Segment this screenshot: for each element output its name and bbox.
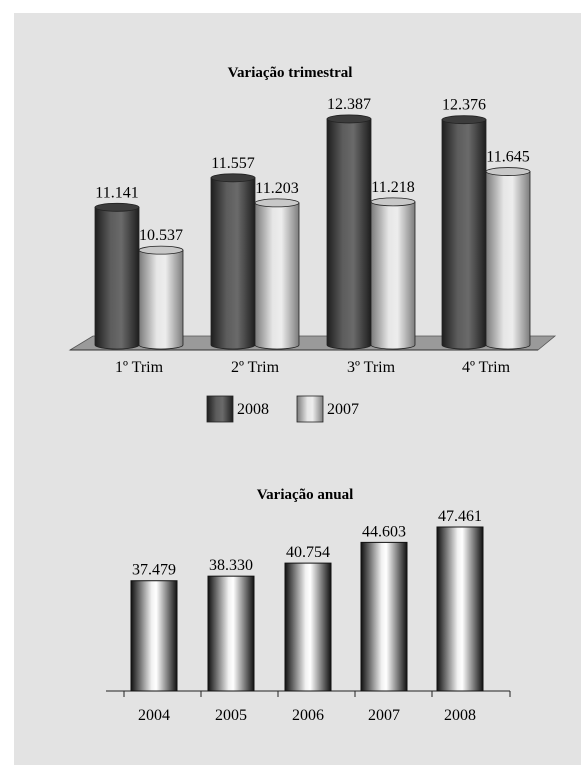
chart1-bars — [94, 114, 531, 350]
chart1-bar-body — [485, 171, 531, 350]
chart1-value-label: 11.218 — [371, 179, 414, 196]
chart2-value-label: 44.603 — [362, 523, 406, 540]
chart2-bar-2008 — [436, 526, 484, 692]
chart1-value-label: 10.537 — [139, 227, 183, 244]
chart1-legend: 2008 2007 — [206, 395, 359, 423]
chart1-value-label: 12.387 — [327, 96, 371, 113]
chart2-value-label: 47.461 — [438, 508, 482, 525]
chart2-value-label: 38.330 — [209, 557, 253, 574]
chart1-title: Variação trimestral — [228, 65, 353, 81]
chart2-value-label: 37.479 — [132, 562, 176, 579]
chart1-bar-2008-2 — [210, 173, 256, 350]
chart2-tick-label: 2008 — [444, 707, 476, 724]
chart2-tick-label: 2005 — [215, 707, 247, 724]
chart1-bar-body — [441, 119, 487, 350]
chart1-bar-2007-2 — [254, 198, 300, 350]
chart1-value-label: 11.557 — [211, 155, 254, 172]
chart1-bar-cap — [210, 173, 256, 183]
chart1-bar-2007-3 — [370, 197, 416, 350]
chart1-bar-cap — [138, 245, 184, 255]
chart1-category-labels: 1º Trim 2º Trim 3º Trim 4º Trim — [115, 359, 511, 376]
chart1-tick-label: 4º Trim — [462, 359, 511, 376]
chart1-bar-body — [138, 249, 184, 350]
chart2-bar-2004 — [130, 580, 178, 692]
chart1-legend-swatch-2008 — [206, 395, 234, 423]
chart1-bar-2008-4 — [441, 115, 487, 350]
chart1-bar-2007-1 — [138, 245, 184, 350]
chart1-tick-label: 2º Trim — [231, 359, 280, 376]
chart2-bar-2006 — [284, 562, 332, 692]
chart2-bar-2005 — [207, 575, 255, 692]
chart1-bar-body — [210, 177, 256, 350]
chart2-tick-label: 2007 — [368, 707, 400, 724]
chart1-value-label: 12.376 — [442, 97, 486, 114]
chart1-floor — [68, 335, 557, 351]
chart1-bar-body — [326, 118, 372, 350]
chart2-tick-label: 2004 — [138, 707, 170, 724]
chart1-bar-cap — [441, 115, 487, 125]
chart1-tick-label: 1º Trim — [115, 359, 164, 376]
chart2-bars — [130, 526, 484, 692]
chart2-value-label: 40.754 — [286, 544, 330, 561]
chart1-bar-2008-1 — [94, 202, 140, 350]
chart1-legend-swatch-2007 — [296, 395, 324, 423]
chart2-title: Variação anual — [257, 487, 354, 503]
chart1-tick-label: 3º Trim — [347, 359, 396, 376]
chart1-value-label: 11.141 — [95, 184, 138, 201]
chart1-bar-cap — [370, 197, 416, 207]
chart1-bar-body — [94, 206, 140, 350]
chart1-legend-label-2008: 2008 — [237, 401, 269, 418]
chart2-tick-label: 2006 — [292, 707, 324, 724]
chart1-value-label: 11.645 — [486, 149, 529, 166]
chart2-bar-2007 — [360, 541, 408, 692]
chart1-bar-cap — [94, 202, 140, 212]
chart1-bar-cap — [326, 114, 372, 124]
chart1-legend-label-2007: 2007 — [327, 401, 359, 418]
chart2-category-labels: 2004 2005 2006 2007 2008 — [138, 707, 476, 724]
chart1-bar-2007-4 — [485, 167, 531, 350]
chart1-value-label: 11.203 — [255, 180, 298, 197]
chart2-value-labels: 37.479 38.330 40.754 44.603 47.461 — [132, 508, 482, 579]
chart2-axis — [106, 690, 511, 697]
chart1-bar-cap — [485, 167, 531, 176]
chart1-bar-body — [254, 202, 300, 350]
chart1-bar-cap — [254, 198, 300, 208]
chart1-bar-body — [370, 201, 416, 350]
chart1-bar-2008-3 — [326, 114, 372, 350]
